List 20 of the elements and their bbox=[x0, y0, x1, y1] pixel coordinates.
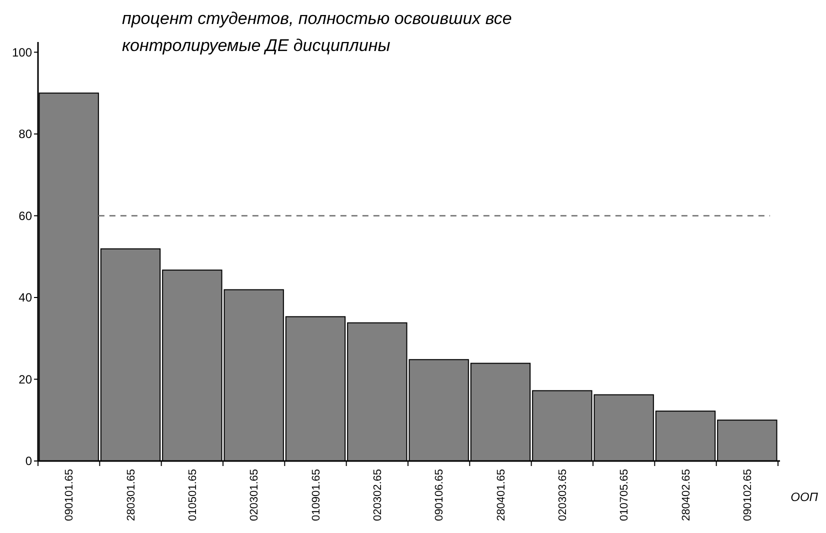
y-tick-label: 60 bbox=[18, 208, 32, 223]
y-tick-label: 100 bbox=[12, 45, 32, 60]
x-tick-label: 090101.65 bbox=[64, 469, 76, 521]
x-tick-label: 280401.65 bbox=[495, 469, 508, 521]
x-tick-label: 010501.65 bbox=[187, 469, 200, 521]
x-tick-label: 020303.65 bbox=[557, 469, 570, 521]
x-tick-label: 280402.65 bbox=[680, 469, 692, 521]
y-tick-label: 20 bbox=[18, 372, 32, 386]
x-tick-label: 010901.65 bbox=[310, 469, 322, 521]
x-tick-label: 090106.65 bbox=[434, 469, 446, 521]
x-axis-title: ООП bbox=[790, 490, 818, 504]
y-tick-label: 40 bbox=[18, 290, 32, 305]
y-tick-label: 0 bbox=[25, 454, 32, 468]
x-tick-label: 010705.65 bbox=[618, 469, 631, 521]
x-tick-label: 020301.65 bbox=[248, 469, 261, 521]
x-tick-label: 020302.65 bbox=[372, 469, 384, 521]
y-tick-label: 80 bbox=[18, 127, 32, 142]
x-tick-label: 090102.65 bbox=[742, 469, 754, 521]
x-tick-label: 280301.65 bbox=[125, 469, 138, 521]
chart-title: процент студентов, полностью освоивших все контролируемые ДЕ дисциплины bbox=[122, 9, 512, 55]
